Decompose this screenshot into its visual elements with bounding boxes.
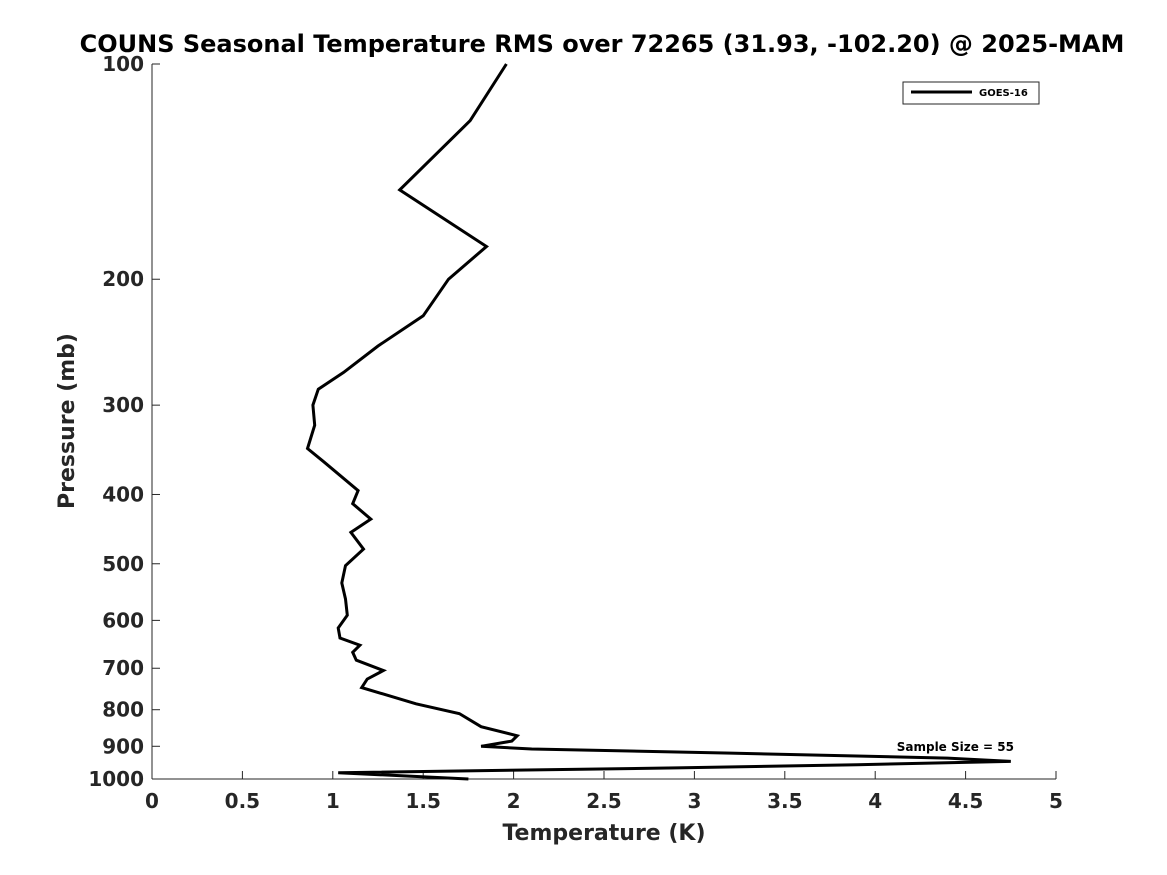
x-tick-label: 3 — [687, 789, 701, 813]
series-layer — [305, 63, 1011, 781]
plot-area — [152, 64, 1056, 779]
y-axis-ticks: 100 200 300 400 500 600 700 800 900 1000 — [88, 52, 160, 791]
chart-title: COUNS Seasonal Temperature RMS over 7226… — [80, 30, 1125, 58]
y-tick-label: 900 — [102, 734, 144, 758]
y-tick-label: 800 — [102, 698, 144, 722]
y-tick-label: 1000 — [88, 767, 144, 791]
x-tick-label: 4 — [868, 789, 882, 813]
x-axis-ticks: 0 0.5 1 1.5 2 2.5 3 3.5 4 4.5 5 — [145, 771, 1063, 813]
x-axis-label: Temperature (K) — [502, 821, 705, 846]
legend-label-goes-16: GOES-16 — [979, 88, 1028, 99]
y-tick-label: 300 — [102, 393, 144, 417]
x-tick-label: 2.5 — [586, 789, 621, 813]
y-tick-label: 400 — [102, 482, 144, 506]
y-tick-label: 600 — [102, 608, 144, 632]
series-line-goes-16 — [305, 63, 1011, 781]
x-tick-label: 1.5 — [405, 789, 440, 813]
y-tick-label: 500 — [102, 552, 144, 576]
sample-size-annotation: Sample Size = 55 — [897, 740, 1014, 754]
legend: GOES-16 — [902, 81, 1040, 105]
x-tick-label: 0 — [145, 789, 159, 813]
x-tick-label: 1 — [326, 789, 340, 813]
y-tick-label: 700 — [102, 656, 144, 680]
x-tick-label: 0.5 — [225, 789, 260, 813]
y-tick-label: 100 — [102, 52, 144, 76]
y-axis-label: Pressure (mb) — [55, 333, 80, 509]
x-tick-label: 4.5 — [948, 789, 983, 813]
x-tick-label: 5 — [1049, 789, 1063, 813]
x-tick-label: 3.5 — [767, 789, 802, 813]
y-tick-label: 200 — [102, 267, 144, 291]
x-tick-label: 2 — [507, 789, 521, 813]
